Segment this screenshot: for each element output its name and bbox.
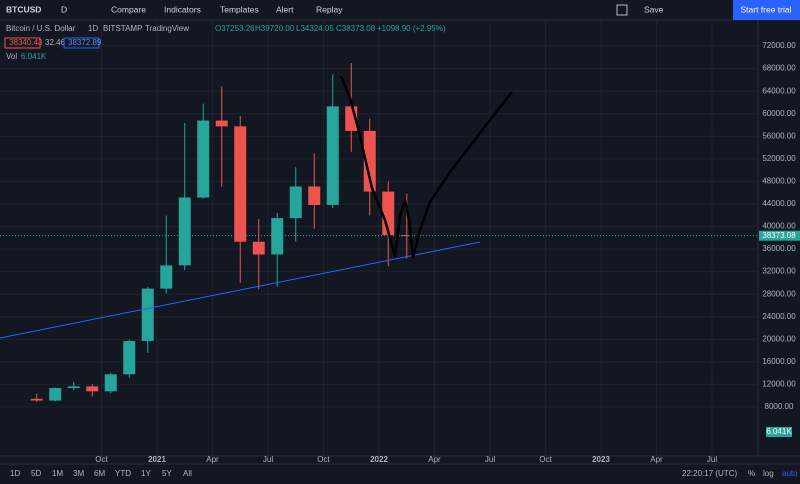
trial-label[interactable]: Start free trial bbox=[740, 4, 791, 14]
ask: 38372.89 bbox=[68, 38, 102, 47]
toolbar-button[interactable]: Compare bbox=[111, 4, 146, 14]
layout-icon[interactable] bbox=[616, 4, 628, 16]
candle-body bbox=[252, 241, 265, 255]
candle-body bbox=[363, 130, 376, 192]
x-tick-label: Oct bbox=[317, 455, 330, 464]
scale-option[interactable]: % bbox=[748, 469, 755, 478]
x-tick-label: Apr bbox=[428, 455, 441, 464]
legend-source: TradingView bbox=[145, 24, 189, 33]
range-button[interactable]: 5D bbox=[31, 469, 41, 478]
last-price-label: 38373.08 bbox=[762, 231, 796, 240]
range-button[interactable]: 1Y bbox=[141, 469, 151, 478]
y-tick-label: 16000.00 bbox=[762, 357, 796, 366]
vol-label: Vol bbox=[6, 52, 17, 61]
y-tick-label: 52000.00 bbox=[762, 154, 796, 163]
toolbar-button[interactable]: Replay bbox=[316, 4, 343, 14]
y-tick-label: 12000.00 bbox=[762, 380, 796, 389]
candle-body bbox=[178, 197, 191, 266]
freehand-drawing[interactable] bbox=[339, 75, 513, 259]
bid-box[interactable] bbox=[4, 37, 41, 49]
y-tick-label: 36000.00 bbox=[762, 244, 796, 253]
candle-body bbox=[289, 186, 302, 219]
y-tick-label: 28000.00 bbox=[762, 289, 796, 298]
candle-body bbox=[234, 126, 247, 242]
candle-body bbox=[400, 235, 413, 237]
x-tick-label: Jul bbox=[485, 455, 495, 464]
legend-low: L34324.05 bbox=[296, 24, 334, 33]
candle-body bbox=[308, 186, 321, 205]
x-tick-label: Jul bbox=[263, 455, 273, 464]
range-button[interactable]: 1M bbox=[52, 469, 63, 478]
candle-body bbox=[49, 388, 62, 401]
interval[interactable]: D bbox=[61, 4, 67, 14]
legend-exchange: BITSTAMP bbox=[103, 24, 142, 33]
candle-body bbox=[123, 341, 136, 375]
scale-option[interactable]: log bbox=[763, 469, 774, 478]
range-button[interactable]: 6M bbox=[94, 469, 105, 478]
range-button[interactable]: YTD bbox=[115, 469, 131, 478]
legend-open: O37253.26 bbox=[215, 24, 255, 33]
legend-change: +1098.90 (+2.95%) bbox=[377, 24, 446, 33]
y-tick-label: 24000.00 bbox=[762, 312, 796, 321]
range-button[interactable]: All bbox=[183, 469, 192, 478]
x-tick-label: Jul bbox=[707, 455, 717, 464]
save[interactable]: Save bbox=[644, 4, 664, 14]
y-tick-label: 44000.00 bbox=[762, 199, 796, 208]
range-button[interactable]: 3M bbox=[73, 469, 84, 478]
legend-high: H39720.00 bbox=[255, 24, 295, 33]
vol-value: 6.041K bbox=[21, 52, 47, 61]
x-tick-label: Oct bbox=[539, 455, 552, 464]
toolbar bbox=[0, 0, 800, 20]
y-tick-label: 20000.00 bbox=[762, 334, 796, 343]
clock: 22:20:17 (UTC) bbox=[682, 469, 737, 478]
scale-option[interactable]: auto bbox=[782, 469, 798, 478]
ask-box[interactable] bbox=[63, 37, 100, 49]
y-tick-label: 72000.00 bbox=[762, 41, 796, 50]
bid: 38340.43 bbox=[9, 38, 43, 47]
vol-axis-box bbox=[766, 427, 792, 437]
y-tick-label: 48000.00 bbox=[762, 176, 796, 185]
range-button[interactable]: 5Y bbox=[162, 469, 172, 478]
x-tick-label: Oct bbox=[95, 455, 108, 464]
x-tick-label: 2021 bbox=[148, 455, 166, 464]
x-tick-label: Apr bbox=[650, 455, 663, 464]
x-tick-label: 2023 bbox=[592, 455, 610, 464]
vol-axis-value: 6.041K bbox=[766, 427, 792, 436]
legend-close: C38373.08 bbox=[336, 24, 376, 33]
candle-body bbox=[271, 218, 284, 255]
candle-body bbox=[67, 386, 80, 389]
range-button[interactable]: 1D bbox=[10, 469, 20, 478]
x-tick-label: 2022 bbox=[370, 455, 388, 464]
candle-body bbox=[141, 288, 154, 342]
candle-body bbox=[30, 398, 43, 401]
trial-button[interactable] bbox=[733, 0, 800, 20]
y-tick-label: 40000.00 bbox=[762, 222, 796, 231]
toolbar-button[interactable]: Indicators bbox=[164, 4, 201, 14]
candle-body bbox=[326, 106, 339, 205]
candle-body bbox=[215, 120, 228, 127]
candle-body bbox=[197, 120, 210, 198]
legend-name: Bitcoin / U.S. Dollar bbox=[6, 24, 76, 33]
toolbar-button[interactable]: Templates bbox=[220, 4, 259, 14]
candle-body bbox=[160, 265, 173, 289]
symbol[interactable]: BTCUSD bbox=[6, 4, 41, 14]
y-tick-label: 32000.00 bbox=[762, 267, 796, 276]
y-tick-label: 60000.00 bbox=[762, 109, 796, 118]
y-tick-label: 8000.00 bbox=[765, 402, 794, 411]
y-tick-label: 68000.00 bbox=[762, 64, 796, 73]
toolbar-button[interactable]: Alert bbox=[276, 4, 294, 14]
candle-body bbox=[104, 374, 117, 392]
y-tick-label: 64000.00 bbox=[762, 86, 796, 95]
trend-line[interactable] bbox=[0, 241, 481, 339]
spread: 32.46 bbox=[45, 38, 66, 47]
x-tick-label: Apr bbox=[206, 455, 219, 464]
last-price-box bbox=[759, 230, 800, 241]
legend-interval: 1D bbox=[88, 24, 98, 33]
y-tick-label: 56000.00 bbox=[762, 131, 796, 140]
candle-body bbox=[86, 386, 99, 392]
